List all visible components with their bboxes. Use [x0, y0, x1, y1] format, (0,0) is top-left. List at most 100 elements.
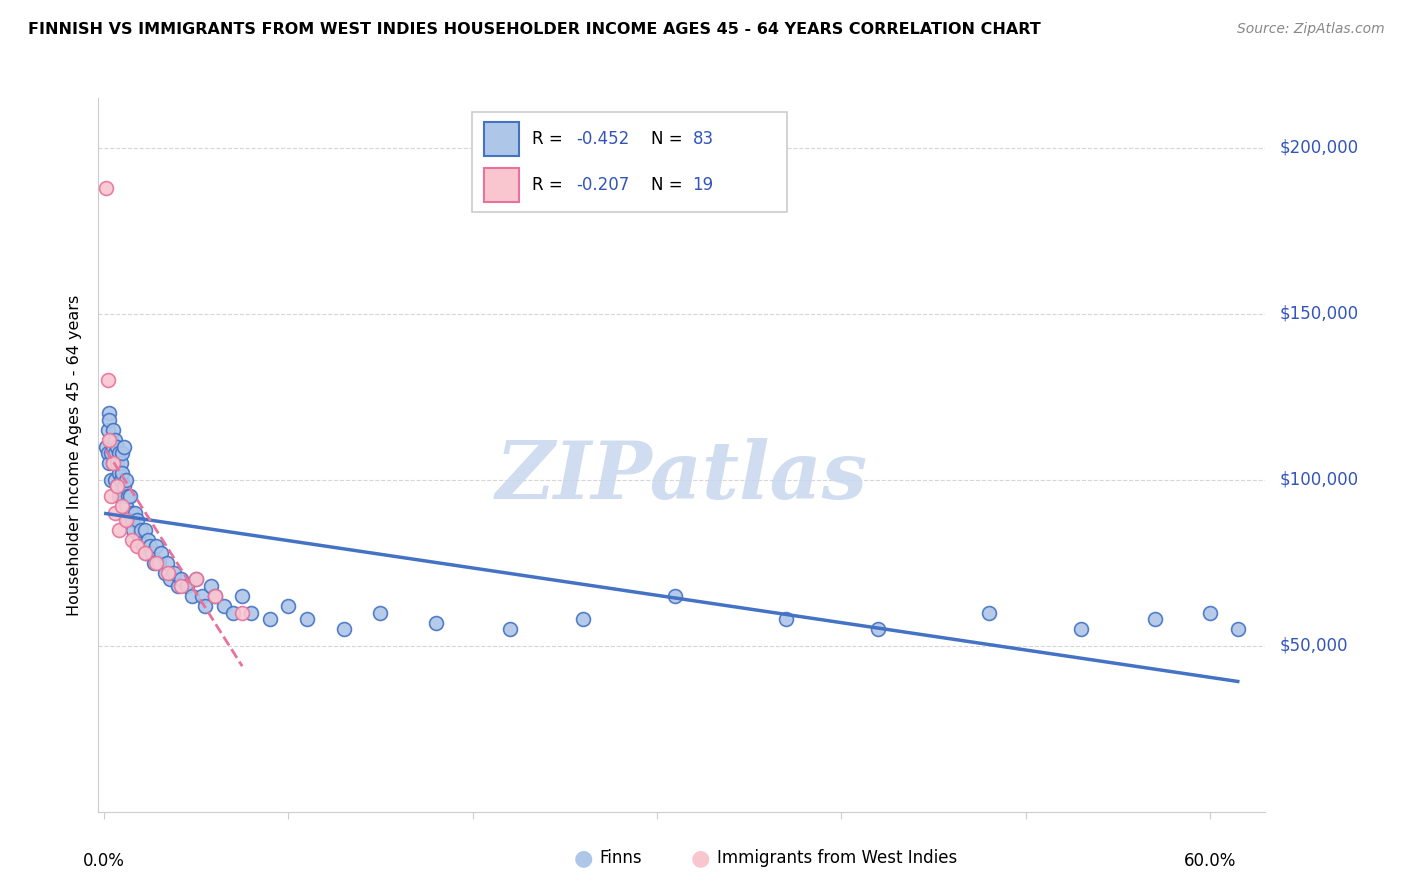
Point — [135, 546, 157, 560]
Point — [664, 589, 686, 603]
Point — [107, 523, 129, 537]
Text: ●: ● — [574, 848, 593, 868]
Point — [97, 373, 120, 387]
Point — [127, 539, 149, 553]
Point — [101, 423, 124, 437]
Point — [134, 523, 156, 537]
Point — [98, 456, 121, 470]
Point — [111, 500, 134, 514]
Point — [129, 523, 152, 537]
Point — [157, 566, 180, 580]
Point — [231, 589, 253, 603]
Point — [115, 473, 138, 487]
Point — [141, 546, 163, 560]
Point — [121, 533, 143, 547]
Point — [170, 579, 193, 593]
Point — [163, 566, 186, 580]
Point — [122, 523, 145, 537]
Point — [97, 423, 120, 437]
Point — [94, 180, 117, 194]
Point — [498, 622, 520, 636]
Point — [212, 599, 235, 613]
Y-axis label: Householder Income Ages 45 - 64 years: Householder Income Ages 45 - 64 years — [67, 294, 83, 615]
Point — [98, 413, 121, 427]
Point — [231, 606, 253, 620]
Text: $150,000: $150,000 — [1279, 305, 1358, 323]
Point — [117, 513, 139, 527]
Point — [170, 573, 193, 587]
Point — [136, 533, 159, 547]
Point — [105, 479, 128, 493]
Point — [115, 500, 138, 514]
Point — [775, 612, 797, 626]
Point — [110, 456, 132, 470]
Point — [332, 622, 354, 636]
Point — [112, 479, 135, 493]
Text: Finns: Finns — [599, 849, 641, 867]
Point — [98, 433, 121, 447]
Point — [222, 606, 245, 620]
Point — [105, 479, 128, 493]
Point — [94, 440, 117, 454]
Point — [121, 506, 143, 520]
Point — [104, 433, 127, 447]
Point — [127, 513, 149, 527]
Point — [100, 433, 122, 447]
Point — [110, 473, 132, 487]
Point — [101, 456, 124, 470]
Point — [118, 490, 141, 504]
Point — [124, 506, 146, 520]
Point — [112, 440, 135, 454]
Text: ●: ● — [690, 848, 710, 868]
Point — [295, 612, 318, 626]
Point — [204, 589, 226, 603]
Point — [277, 599, 299, 613]
Point — [107, 490, 129, 504]
Point — [134, 546, 156, 560]
Point — [111, 466, 134, 480]
Point — [131, 539, 153, 553]
Point — [159, 573, 181, 587]
Point — [100, 473, 122, 487]
Text: 0.0%: 0.0% — [83, 852, 125, 870]
Point — [145, 539, 167, 553]
Point — [425, 615, 447, 630]
Point — [200, 579, 222, 593]
Point — [100, 490, 122, 504]
Point — [1070, 622, 1092, 636]
Point — [572, 612, 595, 626]
Point — [181, 589, 204, 603]
Point — [153, 566, 176, 580]
Point — [194, 599, 217, 613]
Point — [370, 606, 392, 620]
Point — [139, 539, 162, 553]
Point — [104, 446, 127, 460]
Point — [101, 440, 124, 454]
Point — [148, 556, 170, 570]
Point — [121, 513, 143, 527]
Point — [184, 573, 207, 587]
Point — [101, 456, 124, 470]
Point — [98, 406, 121, 420]
Text: Immigrants from West Indies: Immigrants from West Indies — [717, 849, 957, 867]
Text: 60.0%: 60.0% — [1184, 852, 1236, 870]
Point — [115, 513, 138, 527]
Text: $50,000: $50,000 — [1279, 637, 1348, 655]
Point — [156, 556, 179, 570]
Text: $200,000: $200,000 — [1279, 139, 1358, 157]
Text: FINNISH VS IMMIGRANTS FROM WEST INDIES HOUSEHOLDER INCOME AGES 45 - 64 YEARS COR: FINNISH VS IMMIGRANTS FROM WEST INDIES H… — [28, 22, 1040, 37]
Point — [204, 589, 226, 603]
Point — [104, 473, 127, 487]
Text: $100,000: $100,000 — [1279, 471, 1358, 489]
Point — [1143, 612, 1166, 626]
Text: Source: ZipAtlas.com: Source: ZipAtlas.com — [1237, 22, 1385, 37]
Point — [176, 579, 198, 593]
Point — [100, 446, 122, 460]
Point — [117, 490, 139, 504]
Point — [240, 606, 263, 620]
Point — [150, 546, 173, 560]
Point — [259, 612, 281, 626]
Point — [145, 556, 167, 570]
Point — [977, 606, 1000, 620]
Point — [111, 446, 134, 460]
